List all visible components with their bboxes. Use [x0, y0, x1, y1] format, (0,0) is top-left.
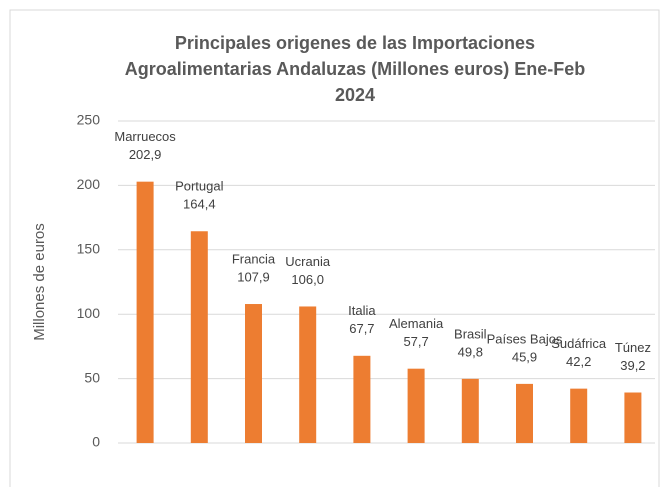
data-label-value: 164,4 [183, 197, 216, 212]
chart-title: Principales origenes de las Importacione… [124, 33, 586, 105]
bar [461, 378, 479, 443]
y-tick-label: 150 [77, 241, 101, 257]
y-axis-label: Millones de euros [31, 223, 48, 341]
data-label-category: Marruecos [114, 129, 176, 144]
y-tick-label: 50 [84, 369, 100, 385]
bar [624, 392, 642, 443]
bar [353, 355, 371, 443]
data-label-category: Sudáfrica [551, 336, 607, 351]
bar [516, 383, 533, 443]
data-label-value: 202,9 [129, 147, 162, 162]
bar [407, 368, 425, 443]
bar [299, 306, 317, 443]
chart-border [9, 9, 660, 487]
y-tick-label: 100 [77, 305, 101, 321]
data-label-value: 57,7 [403, 334, 428, 349]
bar [245, 304, 262, 443]
data-label-value: 67,7 [349, 321, 374, 336]
bar [190, 231, 208, 443]
data-label-value: 42,2 [566, 354, 591, 369]
data-label-category: Países Bajos [487, 331, 563, 346]
bar [136, 181, 154, 443]
bar [570, 388, 588, 443]
y-tick-label: 0 [92, 434, 100, 450]
data-label-value: 106,0 [291, 272, 324, 287]
data-label-category: Túnez [615, 340, 651, 355]
data-label-category: Brasil [454, 326, 487, 341]
data-label-value: 39,2 [620, 358, 645, 373]
data-label-category: Alemania [389, 316, 444, 331]
data-label-category: Portugal [175, 179, 224, 194]
data-label-category: Ucrania [285, 254, 331, 269]
data-label-category: Francia [232, 251, 276, 266]
y-tick-label: 200 [77, 176, 101, 192]
data-label-category: Italia [348, 303, 376, 318]
data-label-value: 49,8 [458, 344, 483, 359]
data-label-value: 45,9 [512, 349, 537, 364]
y-tick-label: 250 [77, 112, 101, 128]
data-label-value: 107,9 [237, 269, 270, 284]
